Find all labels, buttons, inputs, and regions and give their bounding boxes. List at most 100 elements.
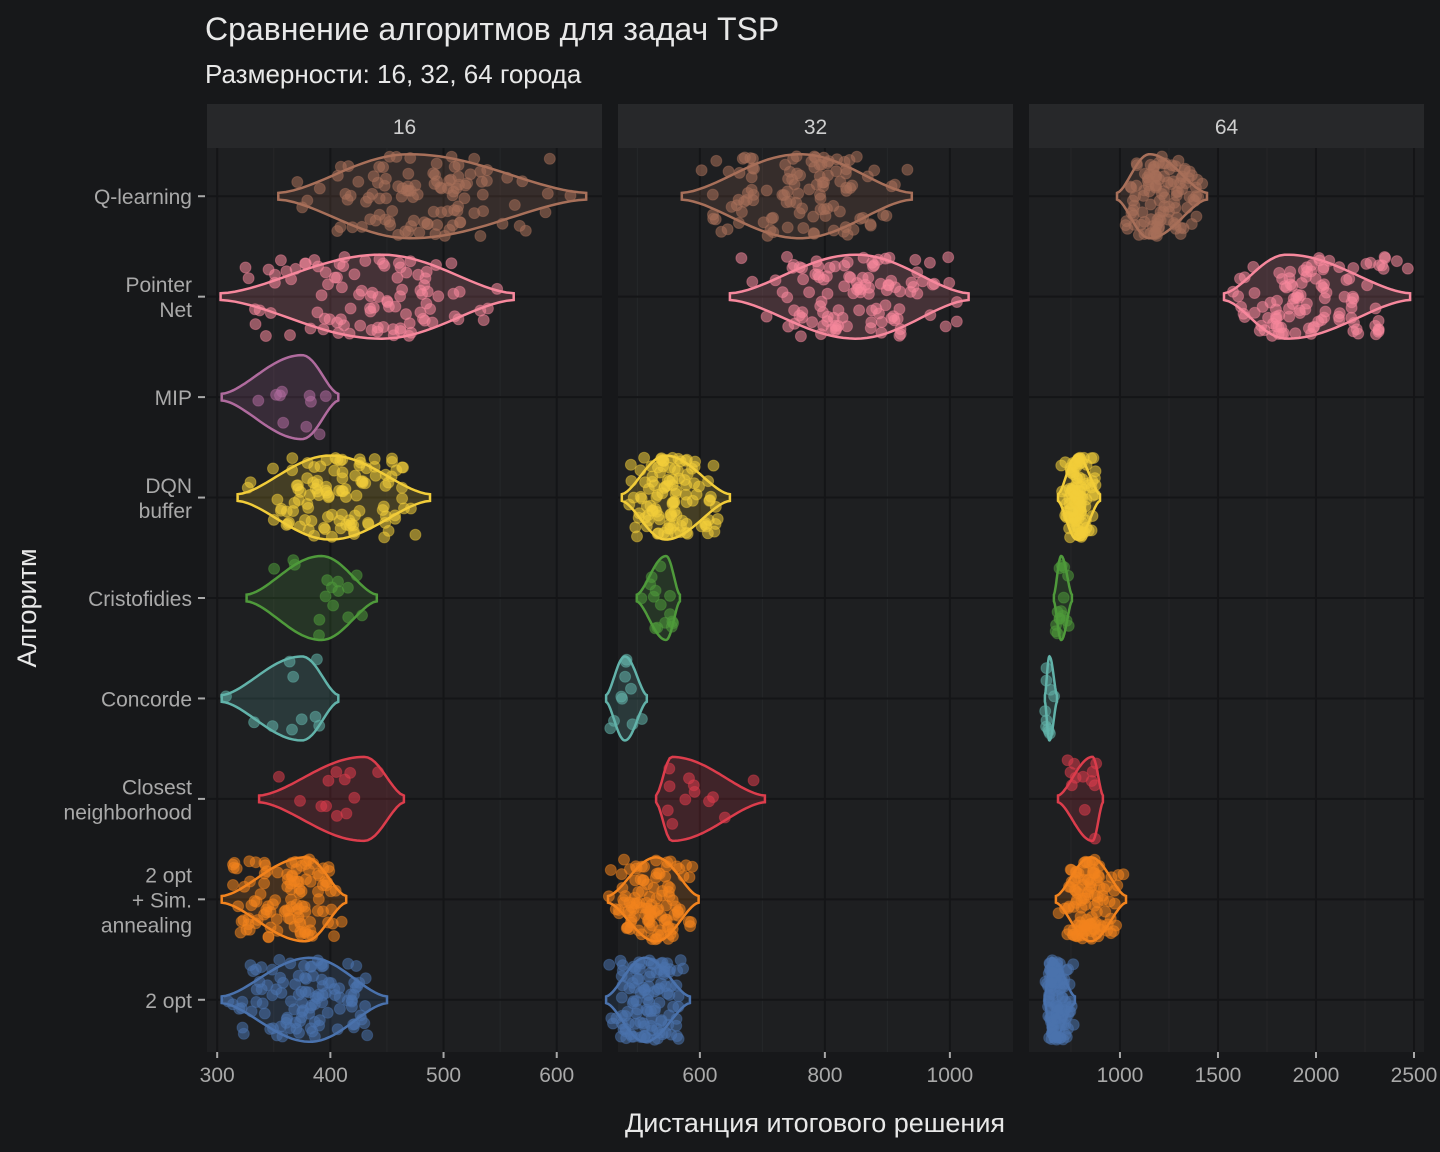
data-point bbox=[658, 914, 671, 927]
chart-title: Сравнение алгоритмов для задач TSP bbox=[205, 11, 779, 47]
data-point bbox=[295, 859, 308, 872]
data-point bbox=[259, 330, 272, 342]
data-point bbox=[776, 189, 789, 201]
data-point bbox=[319, 266, 332, 279]
data-point bbox=[377, 161, 390, 174]
data-point bbox=[445, 257, 458, 270]
data-point bbox=[1333, 261, 1346, 274]
data-point bbox=[634, 490, 647, 503]
data-point bbox=[264, 307, 277, 319]
data-point bbox=[1086, 510, 1099, 522]
data-point bbox=[638, 451, 651, 464]
data-point bbox=[1280, 281, 1293, 294]
data-point bbox=[1050, 1030, 1063, 1043]
data-point bbox=[699, 517, 712, 529]
data-point bbox=[852, 281, 865, 294]
data-point bbox=[1255, 319, 1268, 332]
data-point bbox=[827, 224, 840, 237]
data-point bbox=[888, 314, 901, 327]
data-point bbox=[268, 562, 281, 575]
data-point bbox=[1072, 452, 1085, 465]
data-point bbox=[736, 152, 749, 165]
data-point bbox=[313, 613, 326, 626]
violin-group-dqn-buffer bbox=[1055, 451, 1102, 544]
data-point bbox=[707, 791, 719, 804]
data-point bbox=[650, 854, 663, 867]
data-point bbox=[295, 713, 308, 726]
data-point bbox=[767, 226, 780, 239]
data-point bbox=[248, 716, 261, 729]
data-point bbox=[453, 178, 465, 191]
violin-group-concorde bbox=[604, 653, 649, 742]
data-point bbox=[464, 168, 477, 181]
data-point bbox=[401, 180, 414, 193]
data-point bbox=[249, 856, 262, 869]
data-point bbox=[654, 466, 666, 479]
data-point bbox=[1093, 860, 1106, 872]
data-point bbox=[362, 518, 375, 531]
data-point bbox=[893, 303, 906, 316]
y-tick-label: Q-learning bbox=[94, 186, 192, 209]
data-point bbox=[1338, 290, 1351, 303]
violin-group-cristofidies bbox=[635, 554, 682, 642]
data-point bbox=[746, 162, 759, 175]
data-point bbox=[651, 489, 664, 501]
data-point bbox=[653, 867, 666, 880]
data-point bbox=[277, 416, 290, 429]
data-point bbox=[646, 504, 659, 517]
data-point bbox=[294, 794, 306, 807]
data-point bbox=[331, 453, 344, 466]
violin-group-pointer-net bbox=[728, 250, 970, 343]
data-point bbox=[807, 210, 820, 223]
data-point bbox=[311, 306, 324, 319]
data-point bbox=[1190, 210, 1203, 223]
data-point bbox=[258, 1007, 271, 1020]
data-point bbox=[635, 928, 648, 941]
data-point bbox=[249, 963, 262, 976]
data-point bbox=[1227, 285, 1239, 298]
data-point bbox=[262, 931, 275, 944]
data-point bbox=[452, 200, 465, 213]
data-point bbox=[760, 310, 773, 323]
data-point bbox=[1078, 920, 1091, 933]
data-point bbox=[286, 723, 298, 736]
data-point bbox=[1273, 266, 1286, 279]
data-point bbox=[354, 456, 367, 469]
data-point bbox=[340, 807, 353, 820]
data-point bbox=[274, 971, 287, 984]
data-point bbox=[616, 882, 629, 894]
data-point bbox=[328, 464, 341, 477]
data-point bbox=[404, 255, 417, 268]
data-point bbox=[299, 514, 311, 526]
data-point bbox=[1110, 919, 1123, 932]
data-point bbox=[615, 868, 628, 881]
data-point bbox=[403, 317, 416, 330]
data-point bbox=[856, 271, 869, 284]
data-point bbox=[1108, 897, 1121, 910]
data-point bbox=[284, 957, 297, 970]
data-point bbox=[286, 452, 299, 465]
data-point bbox=[1175, 172, 1188, 185]
data-point bbox=[664, 589, 676, 602]
data-point bbox=[250, 895, 263, 908]
facet-panel-16: 16 300 400 500 600 bbox=[200, 104, 602, 1087]
data-point bbox=[344, 766, 357, 779]
data-point bbox=[427, 205, 440, 218]
data-point bbox=[319, 523, 331, 536]
data-point bbox=[322, 278, 334, 291]
violin-group-dqn-buffer bbox=[236, 452, 432, 544]
data-point bbox=[327, 599, 340, 612]
data-point bbox=[695, 164, 708, 177]
data-point bbox=[803, 286, 816, 299]
data-point bbox=[227, 879, 239, 891]
facet-strip-label: 32 bbox=[804, 116, 827, 139]
data-point bbox=[233, 1002, 246, 1015]
data-point bbox=[386, 455, 398, 468]
data-point bbox=[674, 954, 687, 967]
data-point bbox=[888, 178, 901, 191]
data-point bbox=[781, 291, 794, 304]
data-point bbox=[310, 653, 323, 666]
data-point bbox=[661, 804, 674, 817]
data-point bbox=[629, 962, 642, 975]
data-point bbox=[359, 477, 372, 490]
